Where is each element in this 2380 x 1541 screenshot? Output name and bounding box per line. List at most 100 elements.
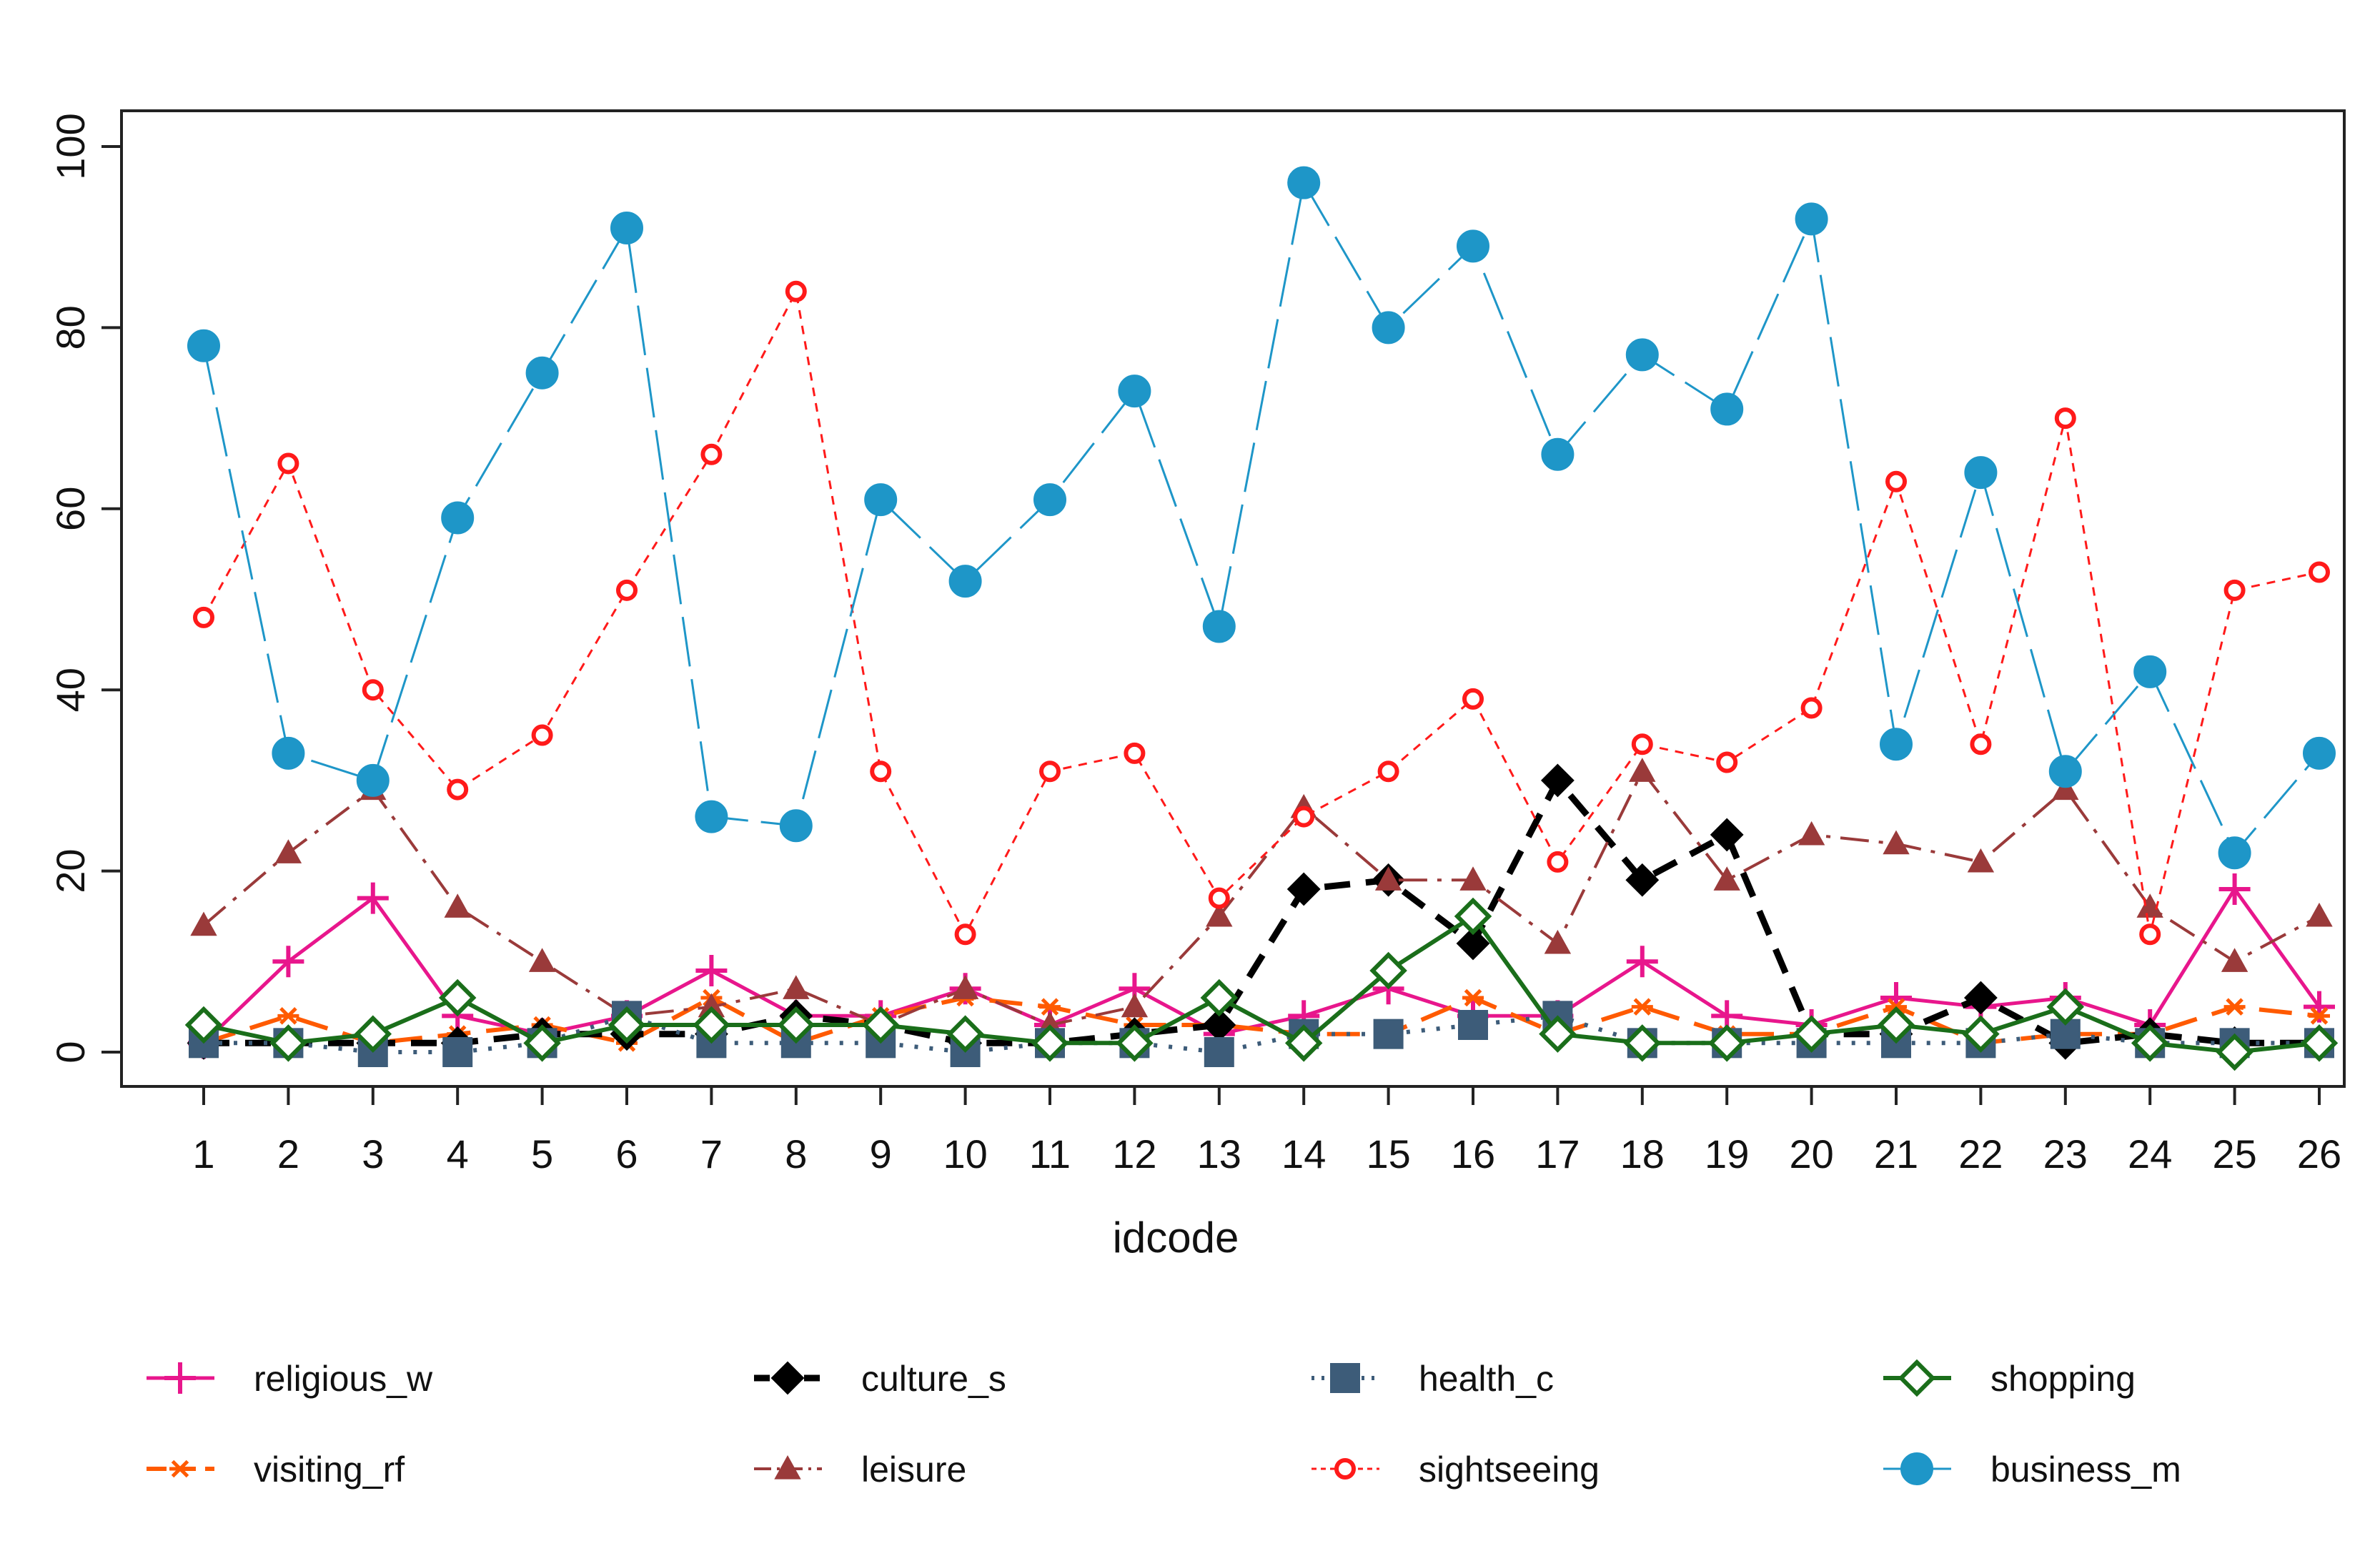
legend-label: religious_w	[254, 1359, 433, 1399]
x-tick-label: 18	[1620, 1131, 1665, 1176]
series-line-shopping	[203, 914, 2320, 1054]
data-point-sightseeing	[2223, 579, 2246, 601]
data-point-shopping	[523, 1024, 561, 1062]
data-point-business_m	[1202, 610, 1236, 643]
x-tick-label: 12	[1112, 1131, 1156, 1176]
data-point-sightseeing	[1631, 733, 1653, 755]
data-point-sightseeing	[2139, 923, 2161, 946]
data-point-shopping	[1707, 1024, 1746, 1062]
data-point-culture_s	[1540, 763, 1575, 798]
series-culture_s	[187, 763, 2336, 1060]
y-tick-label: 80	[48, 305, 93, 350]
data-point-business_m	[1457, 229, 1489, 263]
data-point-leisure	[1967, 848, 1995, 873]
data-point-shopping	[2131, 1024, 2169, 1062]
data-point-visiting_rf	[2223, 998, 2246, 1016]
legend-item-leisure: leisure	[754, 1450, 966, 1490]
data-point-business_m	[187, 329, 220, 362]
data-point-sightseeing	[531, 724, 553, 746]
data-point-shopping	[1539, 1015, 1577, 1053]
legend-marker	[1334, 1458, 1356, 1480]
data-point-shopping	[184, 1006, 223, 1044]
data-point-business_m	[864, 483, 898, 517]
x-tick-label: 10	[943, 1131, 987, 1176]
data-point-shopping	[2216, 1033, 2253, 1071]
data-point-leisure	[1121, 993, 1149, 1018]
y-tick-label: 40	[48, 668, 93, 712]
x-tick-label: 7	[700, 1131, 723, 1176]
data-point-sightseeing	[362, 679, 384, 701]
x-tick-label: 8	[785, 1131, 807, 1176]
data-point-shopping	[608, 1006, 646, 1044]
data-point-shopping	[777, 1006, 815, 1044]
data-point-business_m	[1541, 437, 1575, 471]
data-point-leisure	[2306, 902, 2333, 927]
x-tick-label: 4	[447, 1131, 469, 1176]
plot-border	[120, 109, 2346, 1088]
x-tick-label: 17	[1535, 1131, 1580, 1176]
data-point-religious_w	[272, 946, 304, 978]
data-point-sightseeing	[193, 606, 214, 628]
x-tick-label: 24	[2128, 1131, 2172, 1176]
x-tick-label: 1	[192, 1131, 214, 1176]
data-point-sightseeing	[277, 452, 299, 475]
data-point-health_c	[1204, 1037, 1234, 1067]
data-point-shopping	[269, 1024, 307, 1062]
data-point-business_m	[1625, 338, 1659, 372]
legend-marker	[770, 1361, 805, 1395]
data-point-shopping	[354, 1015, 392, 1053]
series-line-sightseeing	[202, 290, 2320, 936]
data-point-shopping	[693, 1006, 730, 1044]
data-point-sightseeing	[1716, 751, 1738, 773]
x-tick-label: 15	[1366, 1131, 1410, 1176]
data-point-sightseeing	[1377, 760, 1399, 783]
legend-marker	[1898, 1359, 1936, 1397]
data-point-visiting_rf	[1039, 998, 1061, 1016]
data-point-business_m	[1372, 311, 1405, 345]
data-point-leisure	[274, 839, 302, 863]
data-point-religious_w	[695, 954, 728, 986]
data-point-business_m	[2048, 755, 2082, 788]
data-point-sightseeing	[785, 280, 807, 302]
data-point-health_c	[442, 1037, 473, 1067]
legend-marker	[774, 1455, 801, 1480]
y-tick-label: 100	[48, 113, 93, 179]
y-tick-label: 60	[48, 487, 93, 531]
data-point-sightseeing	[1208, 887, 1230, 909]
data-point-religious_w	[1626, 946, 1658, 978]
x-tick-label: 5	[531, 1131, 553, 1176]
data-point-business_m	[272, 736, 305, 770]
data-point-sightseeing	[1547, 851, 1569, 873]
y-tick-label: 20	[48, 848, 93, 893]
data-point-shopping	[1793, 1015, 1830, 1053]
data-point-shopping	[1031, 1024, 1069, 1062]
data-point-business_m	[1710, 392, 1744, 426]
legend-marker	[164, 1362, 196, 1394]
data-point-business_m	[356, 763, 390, 797]
legend-item-shopping: shopping	[1883, 1359, 2136, 1399]
x-tick-label: 19	[1705, 1131, 1749, 1176]
data-point-visiting_rf	[2309, 1007, 2330, 1025]
data-point-business_m	[1964, 456, 1998, 490]
data-point-health_c	[1373, 1019, 1404, 1049]
series-leisure	[190, 758, 2333, 1036]
data-point-sightseeing	[1039, 760, 1061, 783]
data-point-sightseeing	[700, 443, 723, 465]
data-point-shopping	[1200, 978, 1239, 1017]
data-point-visiting_rf	[277, 1007, 299, 1025]
data-point-business_m	[525, 356, 559, 390]
x-tick-label: 25	[2212, 1131, 2256, 1176]
data-point-sightseeing	[616, 579, 638, 601]
data-point-leisure	[2052, 776, 2079, 801]
legend-marker	[169, 1460, 191, 1478]
data-point-business_m	[1880, 728, 1913, 761]
data-point-business_m	[2303, 736, 2336, 770]
x-tick-label: 20	[1789, 1131, 1833, 1176]
data-point-shopping	[1369, 951, 1407, 990]
data-point-business_m	[610, 212, 643, 245]
data-point-leisure	[783, 975, 810, 999]
data-point-business_m	[1287, 166, 1321, 199]
legend-label: health_c	[1419, 1359, 1554, 1399]
legend-marker	[1330, 1363, 1360, 1393]
data-point-leisure	[1629, 758, 1656, 782]
